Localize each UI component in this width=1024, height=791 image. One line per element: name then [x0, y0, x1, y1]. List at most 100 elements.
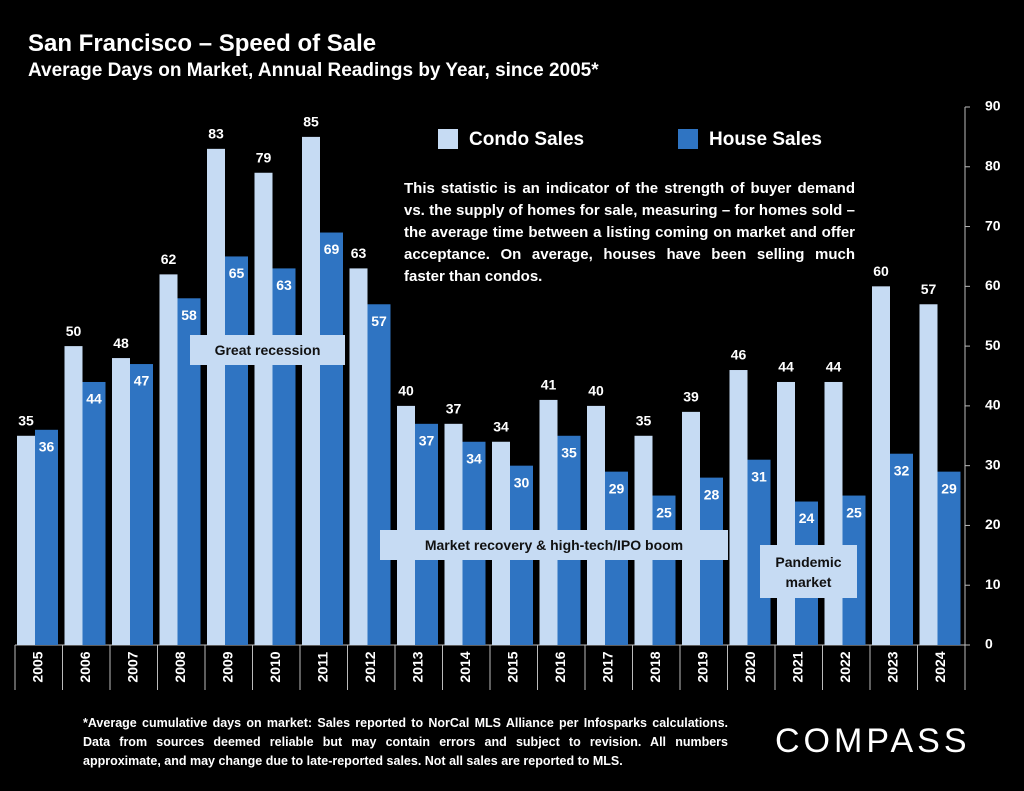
value-label: 83: [208, 126, 224, 142]
x-tick-label: 2011: [314, 652, 330, 683]
bar: [682, 411, 700, 645]
bar: [747, 459, 771, 645]
bar: [17, 435, 35, 645]
value-label: 28: [704, 486, 720, 502]
value-label: 29: [609, 480, 625, 496]
x-tick-label: 2007: [124, 651, 140, 682]
bar: [302, 136, 320, 645]
bar: [35, 429, 58, 645]
bar: [320, 232, 343, 646]
value-label: 40: [398, 383, 414, 399]
value-label: 62: [161, 251, 177, 267]
y-tick-label: 90: [985, 98, 1001, 114]
x-tick-label: 2023: [884, 651, 900, 682]
x-tick-label: 2010: [267, 651, 283, 682]
annotation: Market recovery & high-tech/IPO boom: [380, 530, 728, 560]
value-label: 36: [39, 439, 55, 455]
value-label: 34: [493, 418, 509, 434]
y-tick-label: 50: [985, 337, 1001, 353]
legend-swatch: [678, 129, 698, 149]
bar: [130, 364, 153, 645]
x-tick-label: 2021: [789, 651, 805, 682]
y-tick-label: 0: [985, 636, 993, 652]
x-tick-label: 2016: [552, 651, 568, 682]
x-tick-label: 2018: [647, 651, 663, 682]
value-label: 60: [873, 263, 889, 279]
x-tick-label: 2017: [599, 651, 615, 682]
value-label: 69: [324, 241, 340, 257]
value-label: 39: [683, 389, 699, 405]
bar: [890, 453, 913, 645]
value-label: 30: [514, 474, 530, 490]
value-label: 37: [446, 401, 462, 417]
annotation: Great recession: [190, 335, 345, 365]
value-label: 48: [113, 335, 129, 351]
x-tick-label: 2022: [837, 651, 853, 682]
x-tick-label: 2015: [504, 651, 520, 682]
value-label: 57: [921, 281, 937, 297]
bar: [225, 256, 248, 645]
value-label: 34: [466, 450, 482, 466]
bar: [82, 381, 106, 645]
y-tick-label: 40: [985, 397, 1001, 413]
chart-subtitle: Average Days on Market, Annual Readings …: [28, 60, 599, 81]
legend-label: House Sales: [709, 129, 822, 150]
bar: [824, 381, 843, 645]
footnote: *Average cumulative days on market: Sale…: [83, 716, 728, 768]
legend-label: Condo Sales: [469, 129, 584, 150]
x-tick-label: 2009: [219, 651, 235, 682]
legend-swatch: [438, 129, 458, 149]
bar: [539, 399, 558, 645]
y-tick-label: 60: [985, 277, 1001, 293]
bar: [64, 346, 83, 645]
description: This statistic is an indicator of the st…: [404, 180, 855, 285]
bar: [872, 286, 890, 645]
bar: [177, 298, 201, 645]
bar: [777, 381, 795, 645]
value-label: 29: [941, 480, 957, 496]
bar: [349, 268, 368, 645]
value-label: 85: [303, 114, 319, 130]
x-tick-label: 2013: [409, 651, 425, 682]
value-label: 24: [799, 510, 815, 526]
x-tick-label: 2006: [77, 651, 93, 682]
x-tick-label: 2014: [457, 651, 473, 682]
value-label: 25: [656, 504, 672, 520]
value-label: 44: [778, 359, 794, 375]
y-tick-label: 10: [985, 576, 1001, 592]
value-label: 35: [18, 412, 34, 428]
bar: [112, 358, 130, 645]
value-label: 37: [419, 433, 435, 449]
value-label: 40: [588, 383, 604, 399]
value-label: 41: [541, 377, 557, 393]
value-label: 32: [894, 462, 910, 478]
value-label: 44: [826, 359, 842, 375]
bar: [700, 477, 723, 645]
value-label: 79: [256, 149, 272, 165]
logo: COMPASS: [775, 722, 971, 760]
value-label: 65: [229, 265, 245, 281]
value-label: 50: [66, 323, 82, 339]
y-tick-label: 80: [985, 157, 1001, 173]
value-label: 35: [561, 444, 577, 460]
value-label: 46: [731, 347, 747, 363]
bar: [919, 304, 938, 645]
x-tick-label: 2020: [742, 651, 758, 682]
chart-title: San Francisco – Speed of Sale: [28, 30, 377, 57]
value-label: 35: [636, 412, 652, 428]
value-label: 57: [371, 313, 387, 329]
value-label: 44: [86, 391, 102, 407]
y-tick-label: 70: [985, 217, 1001, 233]
annotation: Pandemic market: [760, 545, 857, 598]
x-tick-label: 2008: [172, 651, 188, 682]
bar: [729, 370, 748, 645]
x-tick-label: 2019: [694, 651, 710, 682]
x-tick-label: 2024: [932, 651, 948, 682]
x-tick-label: 2005: [29, 651, 45, 682]
value-label: 25: [846, 504, 862, 520]
value-label: 31: [751, 468, 767, 484]
bar: [159, 274, 178, 645]
value-label: 58: [181, 307, 197, 323]
